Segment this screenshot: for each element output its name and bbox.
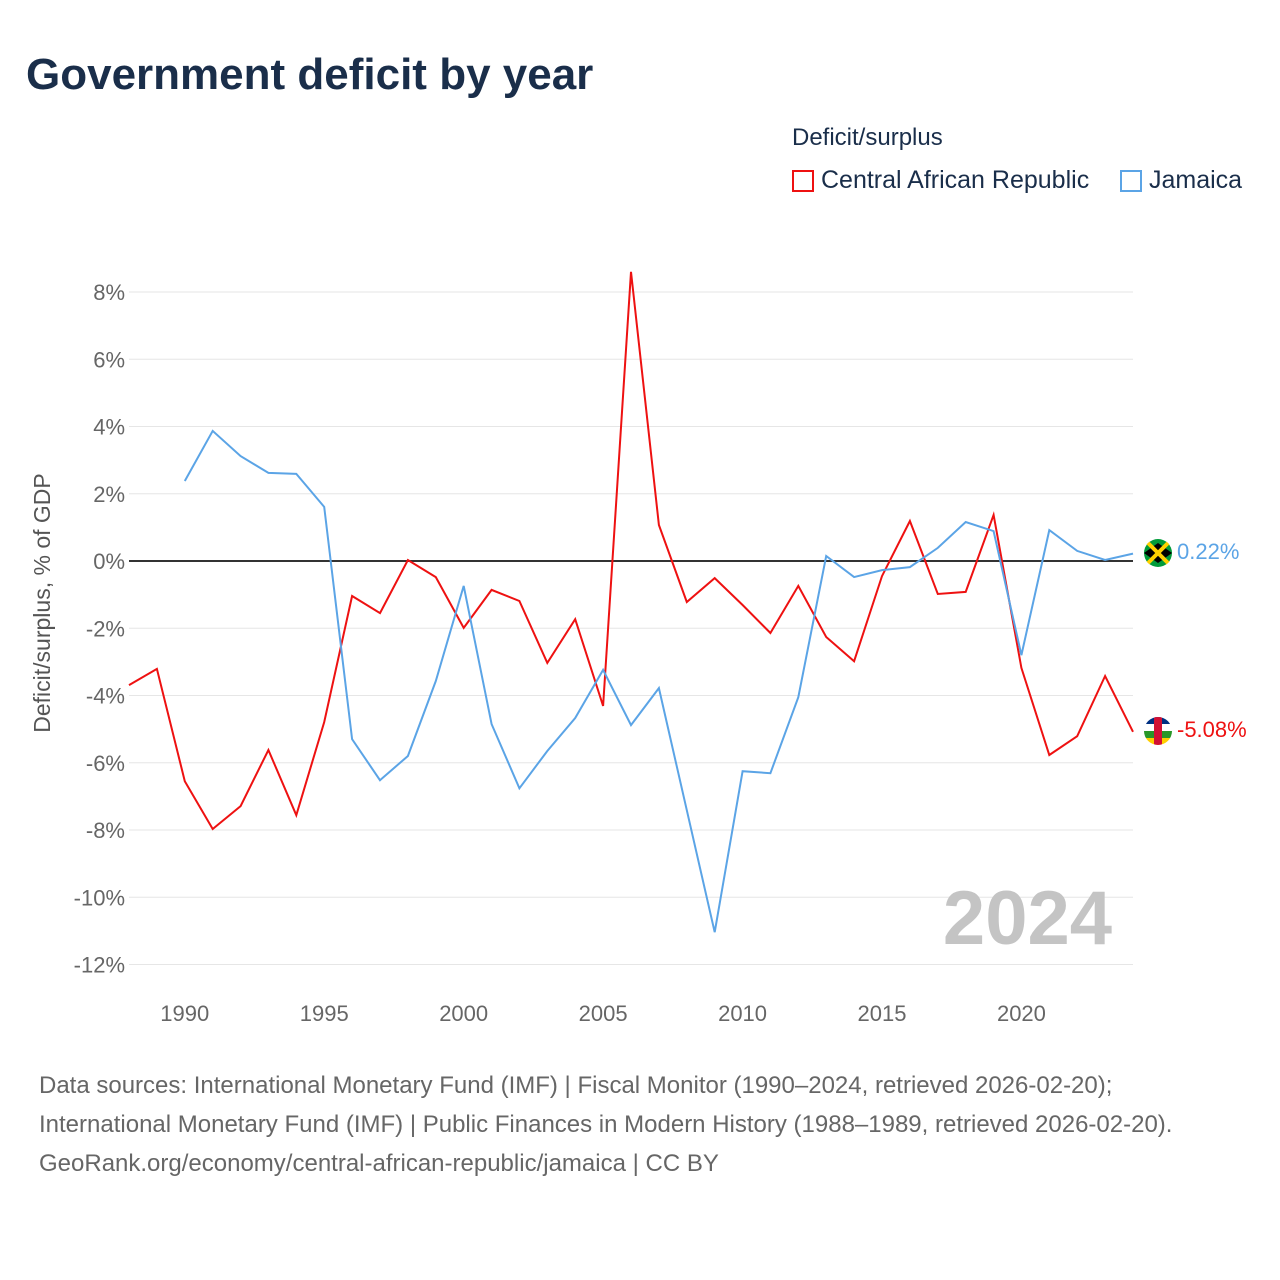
- legend-swatch-jamaica: [1120, 169, 1142, 192]
- y-tick-label: -8%: [86, 818, 125, 843]
- y-tick-label: -4%: [86, 684, 125, 709]
- x-tick-label: 2015: [858, 1001, 907, 1026]
- y-tick-label: 8%: [93, 280, 125, 305]
- source-note: Data sources: International Monetary Fun…: [39, 1066, 1239, 1183]
- source-text: Data sources: International Monetary Fun…: [39, 1072, 1173, 1138]
- jamaica-series-line: [183, 429, 1134, 933]
- y-tick-label: 0%: [93, 549, 125, 574]
- car-flag-icon: [1144, 717, 1172, 745]
- jamaica-flag-icon: [1144, 539, 1172, 567]
- x-tick-label: 1990: [160, 1001, 209, 1026]
- y-axis-label: Deficit/surplus, % of GDP: [29, 473, 55, 732]
- legend-label-car: Central African Republic: [821, 166, 1090, 194]
- y-tick-label: 6%: [93, 347, 125, 372]
- legend-title: Deficit/surplus: [792, 124, 943, 151]
- car-series-line: [128, 271, 1134, 831]
- legend-swatch-car: [792, 169, 814, 192]
- legend-label-jamaica: Jamaica: [1149, 166, 1243, 194]
- x-tick-label: 2020: [997, 1001, 1046, 1026]
- year-watermark: 2024: [943, 876, 1112, 961]
- y-tick-label: -12%: [74, 953, 125, 978]
- y-tick-label: 4%: [93, 415, 125, 440]
- x-tick-label: 2010: [718, 1001, 767, 1026]
- y-tick-label: -6%: [86, 751, 125, 776]
- jamaica-end-label: 0.22%: [1177, 539, 1239, 564]
- y-tick-label: 2%: [93, 482, 125, 507]
- x-tick-label: 1995: [300, 1001, 349, 1026]
- source-link[interactable]: GeoRank.org/economy/central-african-repu…: [39, 1150, 719, 1177]
- line-chart: -12% -10% -8% -6% -4% -2% 0% 2% 4% 6% 8% 1990 1995 20…: [29, 271, 1247, 1026]
- page-title: Government deficit by year: [26, 50, 594, 99]
- y-tick-label: -2%: [86, 616, 125, 641]
- y-tick-label: -10%: [74, 885, 125, 910]
- legend-item-jamaica[interactable]: Jamaica: [1120, 166, 1242, 195]
- x-tick-label: 2000: [439, 1001, 488, 1026]
- legend-item-car[interactable]: Central African Republic: [792, 166, 1089, 195]
- car-end-label: -5.08%: [1177, 717, 1247, 742]
- x-tick-label: 2005: [579, 1001, 628, 1026]
